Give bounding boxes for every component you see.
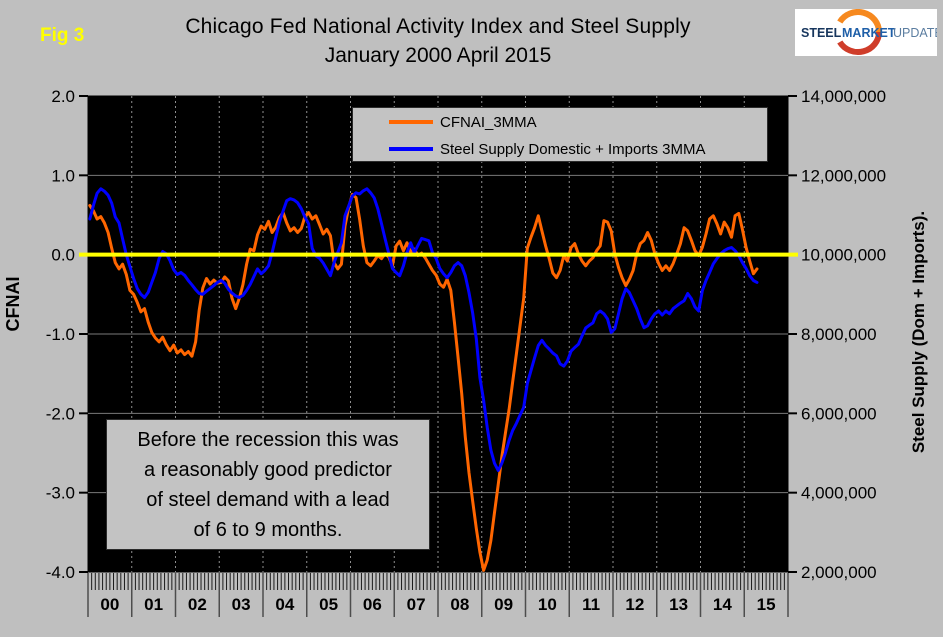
right-axis-title: Steel Supply (Dom + Imports). [909,210,928,454]
annotation-box: Before the recession this was a reasonab… [106,419,430,550]
smu-logo: STEEL MARKET UPDATE [795,9,937,56]
x-year-label: 14 [713,595,732,614]
right-axis-tick-label: 12,000,000 [801,166,886,185]
smu-word-update: UPDATE [893,26,937,40]
legend-label-steel-supply: Steel Supply Domestic + Imports 3MMA [440,140,706,158]
right-axis-tick-label: 10,000,000 [801,246,886,265]
right-axis-tick-label: 8,000,000 [801,325,877,344]
x-year-label: 11 [582,595,600,614]
smu-logo-graphic: STEEL MARKET UPDATE [801,9,937,56]
x-year-label: 06 [363,595,382,614]
chart-subtitle: January 2000 April 2015 [324,44,552,67]
x-year-label: 13 [669,595,688,614]
x-year-label: 02 [188,595,207,614]
x-year-label: 00 [100,595,119,614]
left-axis-tick-label: 1.0 [51,166,75,185]
left-axis-tick-label: 0.0 [51,246,75,265]
legend-item-cfnai: CFNAI_3MMA [353,109,767,135]
legend: CFNAI_3MMA Steel Supply Domestic + Impor… [352,107,768,162]
x-year-label: 08 [450,595,469,614]
legend-line-sample-steel-supply [389,147,433,151]
x-year-label: 05 [319,595,338,614]
svg-text:STEEL MARKET U: STEEL MARKET UPDATE [801,26,937,40]
x-year-label: 12 [625,595,644,614]
left-axis-title: CFNAI [3,276,23,332]
right-axis-tick-label: 2,000,000 [801,563,877,582]
smu-word-steel: STEEL [801,26,842,40]
x-year-label: 03 [232,595,251,614]
annotation-line: Before the recession this was [137,429,399,451]
series-line-steel-supply [88,187,759,472]
x-year-label: 10 [538,595,557,614]
left-axis-tick-label: -2.0 [46,404,75,423]
x-year-label: 04 [275,595,294,614]
smu-arc-bottom-icon [837,31,882,56]
smu-word-market: MARKET [842,26,896,40]
x-year-label: 15 [757,595,776,614]
left-axis-tick-label: -1.0 [46,325,75,344]
annotation-line: a reasonably good predictor [144,459,392,481]
annotation-line: of steel demand with a lead [146,489,390,511]
left-axis-tick-label: -4.0 [46,563,75,582]
annotation-line: of 6 to 9 months. [193,519,343,541]
left-axis-tick-label: -3.0 [46,484,75,503]
fig-label: Fig 3 [40,25,85,46]
legend-line-sample-cfnai [389,120,433,124]
left-axis-tick-label: 2.0 [51,87,75,106]
legend-item-steel-supply: Steel Supply Domestic + Imports 3MMA [353,136,767,162]
chart-title: Chicago Fed National Activity Index and … [185,15,691,38]
right-axis-tick-label: 6,000,000 [801,404,877,423]
legend-label-cfnai: CFNAI_3MMA [440,113,537,131]
x-year-label: 01 [144,595,163,614]
x-year-label: 09 [494,595,513,614]
right-axis-tick-label: 14,000,000 [801,87,886,106]
smu-arc-top-icon [837,9,882,33]
right-axis-tick-label: 4,000,000 [801,484,877,503]
x-year-label: 07 [407,595,426,614]
